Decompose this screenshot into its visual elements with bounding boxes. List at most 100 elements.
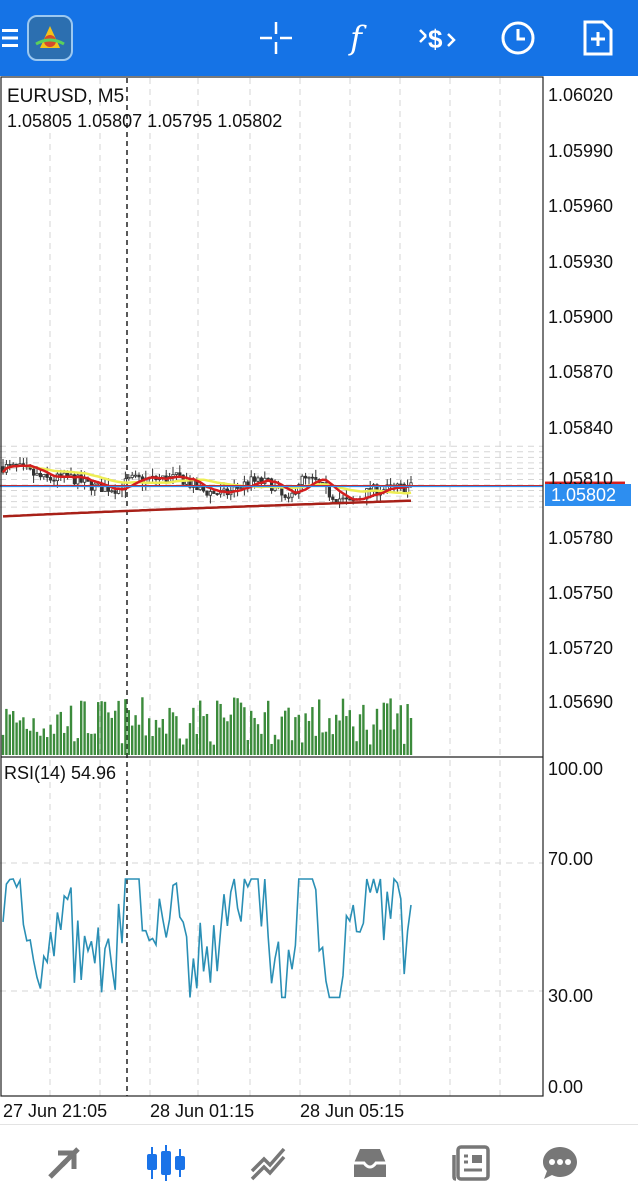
chart-canvas[interactable] [0,76,638,1124]
top-toolbar: f $ [0,0,638,76]
volume-bar [154,719,158,755]
trade-icon[interactable]: $ [414,0,460,76]
chart-area[interactable] [0,76,638,1124]
volume-bar [52,733,56,755]
volume-bar [226,721,229,755]
rsi-line [2,877,412,999]
volume-bar [56,714,59,755]
candle-body [252,476,257,482]
volume-bar [233,697,236,755]
candle-body [235,486,240,489]
candles [1,457,413,509]
volume-bar [46,737,49,755]
y-tick-label: 1.05750 [548,583,614,603]
candle-body [76,474,80,485]
rsi-y-tick-label: 70.00 [548,849,594,869]
candle-body [341,497,345,500]
bottom-nav [0,1124,638,1201]
volume-bar [202,716,205,755]
indicators-icon[interactable]: f [334,0,378,76]
candle-body [35,472,39,476]
candle-body [266,477,270,480]
volume-bar [294,717,297,755]
volume-bar [18,720,22,755]
volume-bar [338,720,341,755]
volume-bar [328,718,331,755]
volume-bar [22,717,25,755]
volume-bar [178,738,181,755]
candle-body [303,475,308,479]
volume-bar [83,701,86,755]
volume-bar [287,707,290,755]
volume-bar [369,744,372,755]
trade-nav-icon[interactable] [238,1139,298,1187]
volume-bar [236,698,239,755]
volume-bar [182,744,185,755]
volume-bar [175,716,178,755]
volume-bar [39,735,42,755]
volume-bar [134,715,137,755]
candle-body [314,477,318,480]
candle-body [215,493,219,495]
volume-bar [216,700,219,755]
candle-body [256,477,260,482]
volume-bar [256,724,260,755]
period-icon[interactable] [496,0,540,76]
news-icon[interactable] [442,1139,502,1187]
volume-bar [59,711,62,755]
y-tick-label: 1.06020 [548,85,614,105]
volume-bar [399,705,402,755]
new-object-icon[interactable] [576,0,620,76]
svg-text:$: $ [428,24,443,54]
candle-body [178,472,182,476]
history-icon[interactable] [340,1139,400,1187]
candle-body [327,485,332,498]
volume-bar [32,718,35,755]
candle-body [208,491,212,496]
volume-bar [141,697,144,755]
y-tick-label: 1.05780 [548,528,614,548]
volume-bar [69,705,73,755]
chart-frame [0,76,625,1097]
crosshair-icon[interactable] [254,0,298,76]
volume-bar [151,736,154,755]
rsi-y-tick-label: 0.00 [548,1077,584,1097]
candle-body [290,492,294,498]
y-tick-label: 1.05960 [548,196,614,216]
candle-body [283,494,287,498]
volume-bar [406,704,409,755]
chart-grid [0,78,543,1096]
volume-bar [375,708,379,755]
candle-body [93,483,97,491]
volume-bar [161,718,164,755]
volume-bar [100,701,103,755]
candle-body [399,483,403,486]
volume-bar [137,724,141,755]
candle-body [249,476,253,487]
volume-bar [392,729,396,755]
messages-icon[interactable] [530,1139,590,1187]
volume-bar [239,702,243,755]
indicators-label: f [350,19,362,57]
candle-body [331,496,335,500]
volume-bar [396,713,399,755]
volume-bar [15,722,18,755]
charts-icon[interactable] [136,1139,196,1187]
volume-bar [382,702,385,755]
volume-bar [35,731,39,755]
menu-icon[interactable] [0,0,24,76]
volume-bar [386,703,389,755]
volume-bar [403,743,406,755]
candle-body [334,499,338,503]
volume-bar [110,717,113,755]
volume-bar [120,743,124,755]
volume-bar [117,700,120,755]
volume-bar [341,698,345,755]
volume-bar [355,741,358,755]
volume-bar [318,699,321,755]
volume-bar [331,734,334,755]
candle-body [52,479,56,482]
quotes-icon[interactable] [34,1139,94,1187]
volume-bar [209,741,212,755]
volume-bar [42,728,45,755]
